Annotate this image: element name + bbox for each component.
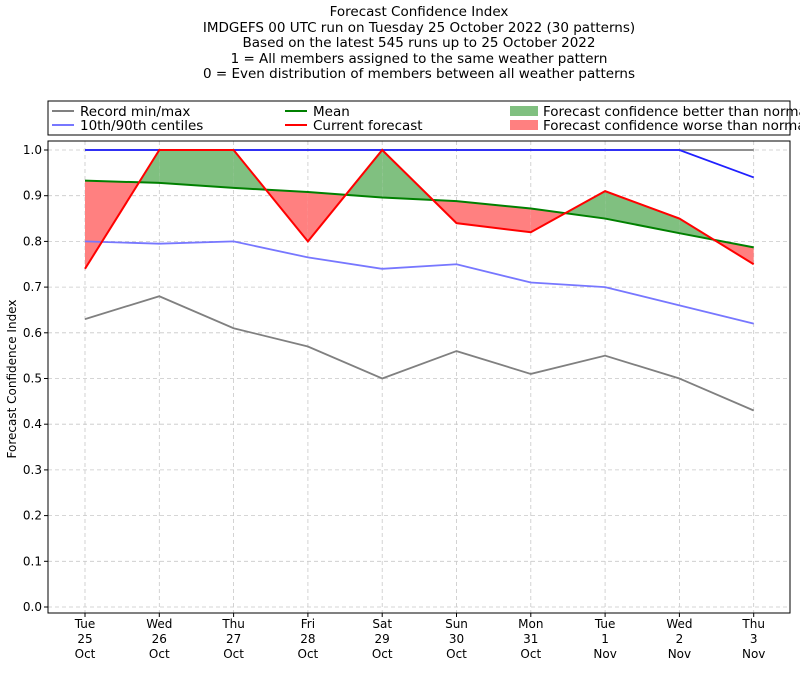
x-tick-label-line: Tue bbox=[74, 617, 96, 631]
legend-swatch-better bbox=[510, 106, 538, 116]
legend-label-better: Forecast confidence better than normal bbox=[543, 104, 800, 120]
x-tick-label-line: Tue bbox=[594, 617, 616, 631]
x-tick-label-line: Oct bbox=[223, 647, 244, 661]
legend-label-record: Record min/max bbox=[80, 104, 190, 120]
x-tick-label-line: Oct bbox=[372, 647, 393, 661]
grid-layer bbox=[48, 141, 790, 613]
x-tick-label: Wed 26 Oct bbox=[146, 617, 172, 661]
x-tick-label-line: Fri bbox=[301, 617, 315, 631]
x-tick-label-line: Nov bbox=[668, 647, 691, 661]
current-forecast-line bbox=[84, 148, 755, 270]
plot-frame bbox=[47, 140, 791, 614]
x-tick-label: Mon 31 Oct bbox=[518, 617, 543, 661]
legend-label-current: Current forecast bbox=[313, 118, 423, 134]
x-tick-label-line: Mon bbox=[518, 617, 543, 631]
chart-title: Forecast Confidence Index bbox=[329, 4, 509, 20]
y-tick-label: 0.7 bbox=[23, 280, 42, 294]
y-tick-label: 0.3 bbox=[23, 463, 42, 477]
x-tick-label: Sun 30 Oct bbox=[445, 617, 468, 661]
legend-label-centiles: 10th/90th centiles bbox=[80, 118, 203, 134]
y-tick-label: 0.2 bbox=[23, 509, 42, 523]
chart-subtitle-run: IMDGEFS 00 UTC run on Tuesday 25 October… bbox=[202, 19, 636, 36]
x-tick-label-line: Oct bbox=[446, 647, 467, 661]
line-layer bbox=[84, 148, 755, 412]
x-tick-label: Tue 25 Oct bbox=[74, 617, 96, 661]
y-tick-label: 0.9 bbox=[23, 189, 42, 203]
chart-title-block: Forecast Confidence Index IMDGEFS 00 UTC… bbox=[0, 4, 800, 83]
x-tick-label-line: 25 bbox=[77, 632, 92, 646]
x-tick-label-line: 3 bbox=[750, 632, 758, 646]
chart-subtitle-one-meaning: 1 = All members assigned to the same wea… bbox=[230, 50, 608, 67]
legend-label-worse: Forecast confidence worse than normal bbox=[543, 118, 800, 134]
legend-frame bbox=[47, 100, 791, 136]
x-tick-label-line: 1 bbox=[601, 632, 609, 646]
x-tick-label-line: Wed bbox=[146, 617, 172, 631]
chart-subtitle-based-on: Based on the latest 545 runs up to 25 Oc… bbox=[242, 35, 596, 52]
x-tick-label: Thu 27 Oct bbox=[221, 617, 245, 661]
x-tick-label: Thu 3 Nov bbox=[741, 617, 765, 661]
x-tick-label-line: Sat bbox=[372, 617, 392, 631]
x-tick-label-line: 2 bbox=[676, 632, 684, 646]
legend-swatch-worse bbox=[510, 120, 538, 130]
mean-line bbox=[84, 179, 754, 249]
legend-label-mean: Mean bbox=[313, 104, 350, 120]
better-than-normal-area bbox=[605, 191, 680, 234]
y-tick-label: 0.4 bbox=[23, 417, 42, 431]
better-than-normal-area bbox=[565, 191, 606, 219]
x-tick-label-line: Nov bbox=[593, 647, 616, 661]
x-tick-label-line: Thu bbox=[741, 617, 765, 631]
record-min-line bbox=[84, 295, 755, 412]
y-tick-label: 0.5 bbox=[23, 372, 42, 386]
x-tick-label-line: Oct bbox=[75, 647, 96, 661]
y-tick-label: 0.6 bbox=[23, 326, 42, 340]
x-tick-label: Wed 2 Nov bbox=[666, 617, 692, 661]
x-tick-label-line: Oct bbox=[149, 647, 170, 661]
x-tick-label-line: 29 bbox=[375, 632, 390, 646]
x-tick-label-line: 28 bbox=[300, 632, 315, 646]
x-tick-label-line: Nov bbox=[742, 647, 765, 661]
x-tick-label: Tue 1 Nov bbox=[593, 617, 616, 661]
x-tick-label-line: Wed bbox=[666, 617, 692, 631]
x-tick-label-line: Oct bbox=[298, 647, 319, 661]
x-tick-label-line: Thu bbox=[221, 617, 245, 631]
y-axis-label: Forecast Confidence Index bbox=[5, 300, 19, 459]
x-tick-label-line: Oct bbox=[520, 647, 541, 661]
y-tick-label: 0.0 bbox=[23, 600, 42, 614]
x-tick-label-line: 31 bbox=[523, 632, 538, 646]
chart-subtitle-zero-meaning: 0 = Even distribution of members between… bbox=[202, 66, 636, 83]
better-than-normal-area bbox=[159, 150, 234, 188]
y-tick-label: 0.8 bbox=[23, 234, 42, 248]
x-tick-label-line: 27 bbox=[226, 632, 241, 646]
x-tick-label-line: 26 bbox=[152, 632, 167, 646]
x-tick-label-line: Sun bbox=[445, 617, 468, 631]
centile-10-line bbox=[84, 240, 754, 325]
x-tick-label-line: 30 bbox=[449, 632, 464, 646]
y-tick-label: 0.1 bbox=[23, 554, 42, 568]
worse-than-normal-area bbox=[530, 208, 566, 233]
x-tick-label: Fri 28 Oct bbox=[298, 617, 319, 661]
y-tick-label: 1.0 bbox=[23, 143, 42, 157]
x-tick-label: Sat 29 Oct bbox=[372, 617, 393, 661]
